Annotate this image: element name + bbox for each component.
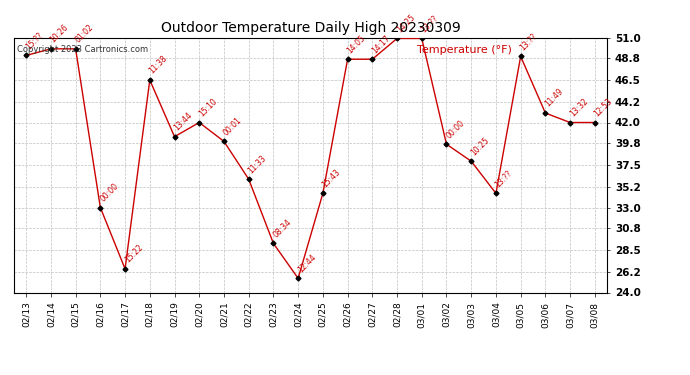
Text: 00:01: 00:01: [221, 116, 244, 137]
Text: 11:38: 11:38: [148, 54, 169, 76]
Text: 12:53: 12:53: [593, 97, 614, 118]
Text: 00:00: 00:00: [444, 118, 466, 140]
Text: 15:43: 15:43: [321, 167, 342, 189]
Text: 01:02: 01:02: [73, 23, 95, 45]
Text: 10:26: 10:26: [49, 23, 70, 45]
Text: 10:25: 10:25: [469, 135, 491, 157]
Text: 00:00: 00:00: [98, 182, 120, 203]
Text: Temperature (°F): Temperature (°F): [417, 45, 512, 55]
Text: 14:17: 14:17: [370, 33, 392, 55]
Text: 13:??: 13:??: [494, 169, 514, 189]
Text: 15:10: 15:10: [197, 97, 219, 118]
Text: 13:??: 13:??: [420, 13, 440, 34]
Text: 12:44: 12:44: [296, 252, 317, 274]
Text: 08:34: 08:34: [271, 217, 293, 239]
Text: 13:32: 13:32: [568, 97, 590, 118]
Text: 14:25: 14:25: [395, 12, 417, 34]
Text: Copyright 2023 Cartronics.com: Copyright 2023 Cartronics.com: [17, 45, 148, 54]
Text: 15:??: 15:??: [24, 31, 45, 51]
Text: 11:49: 11:49: [543, 87, 565, 109]
Text: 13:??: 13:??: [518, 32, 539, 52]
Text: 15:22: 15:22: [123, 243, 144, 265]
Text: 13:44: 13:44: [172, 111, 194, 132]
Text: 11:33: 11:33: [246, 153, 268, 175]
Text: 14:05: 14:05: [346, 33, 367, 55]
Title: Outdoor Temperature Daily High 20230309: Outdoor Temperature Daily High 20230309: [161, 21, 460, 35]
